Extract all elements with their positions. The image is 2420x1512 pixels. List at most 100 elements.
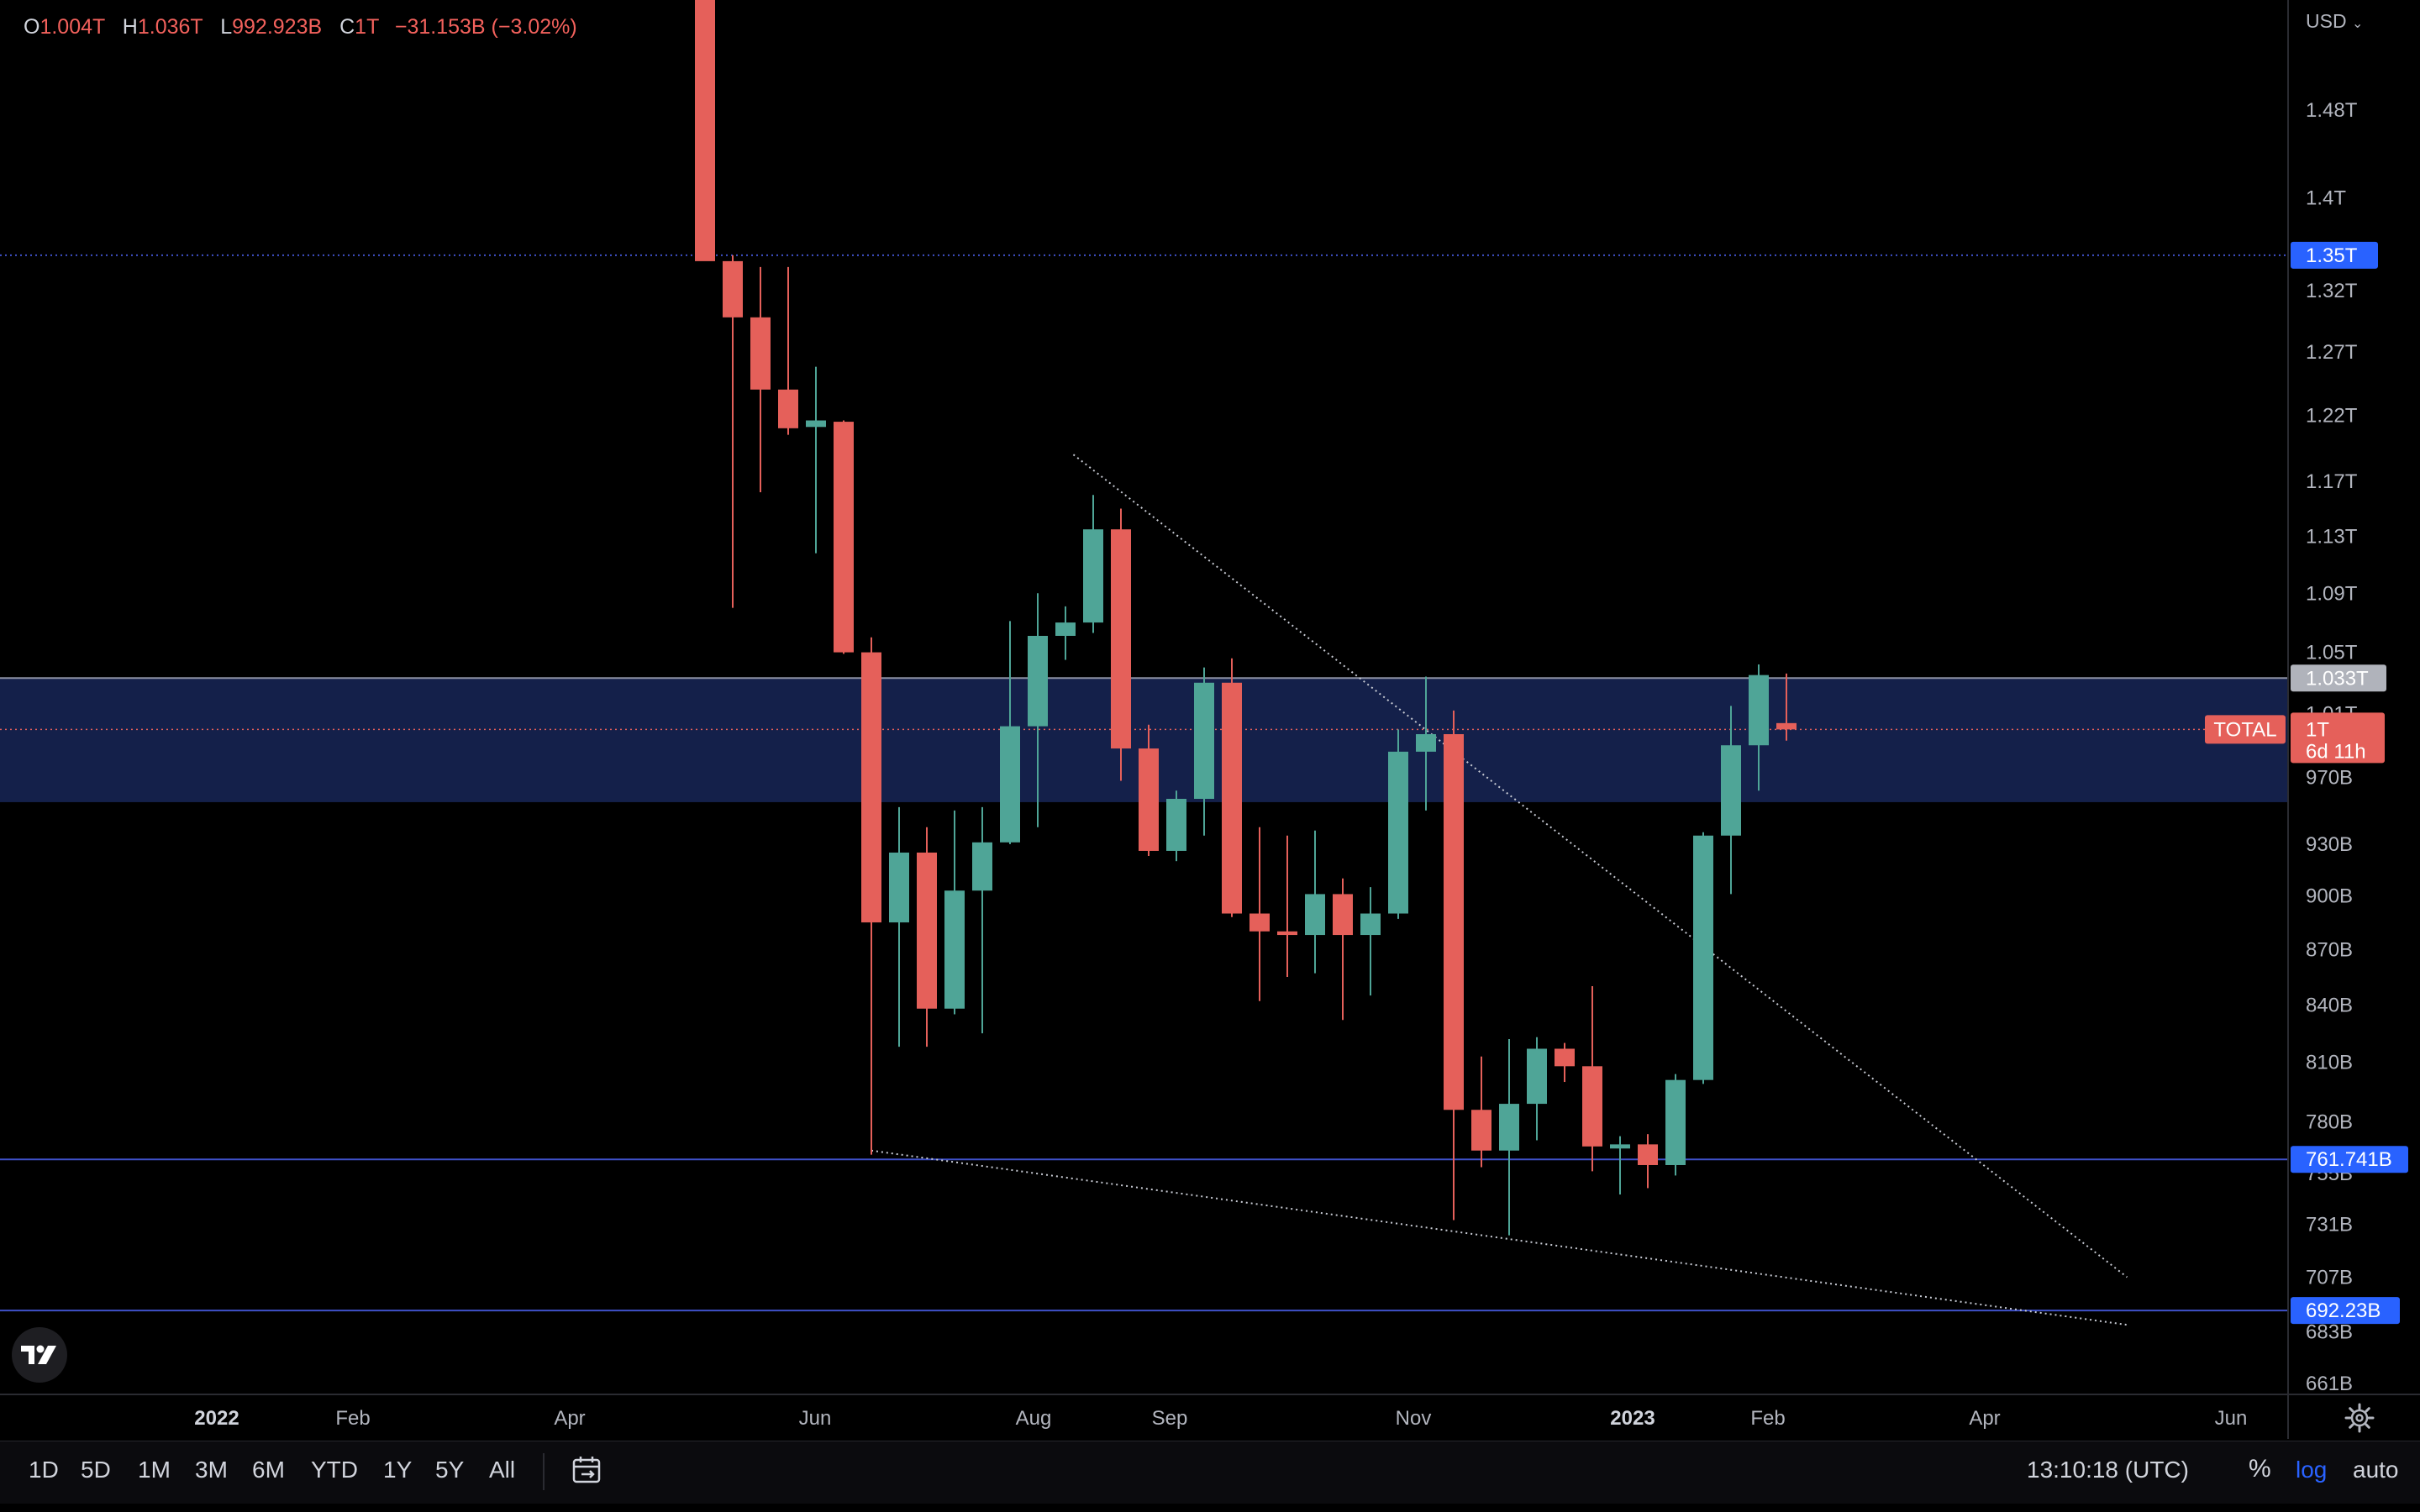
candle xyxy=(1582,986,1602,1172)
timeframe-1m-button[interactable]: 1M xyxy=(138,1457,171,1483)
open-value: 1.004T xyxy=(39,15,105,39)
candle xyxy=(1527,1037,1547,1141)
candle xyxy=(1471,1056,1491,1168)
price-axis-tick: 1.32T xyxy=(2306,280,2358,302)
price-axis-tick: 1.4T xyxy=(2306,187,2346,210)
time-axis-tick: Feb xyxy=(335,1407,370,1430)
price-tag-support-1: 761.741B xyxy=(2306,1148,2392,1171)
candle-body xyxy=(1139,748,1159,851)
price-axis-tick: 1.48T xyxy=(2306,99,2358,122)
symbol-tag-bg xyxy=(2205,715,2286,744)
candle-body xyxy=(1693,835,1713,1080)
price-tag-support-2: 692.23B xyxy=(2306,1299,2381,1322)
currency-label: USD xyxy=(2306,10,2347,32)
price-axis-tick: 810B xyxy=(2306,1052,2353,1074)
candle-body xyxy=(944,890,965,1009)
timeframe-1d-button[interactable]: 1D xyxy=(29,1457,59,1483)
candle-body xyxy=(1028,635,1048,727)
candle xyxy=(723,255,743,608)
currency-selector[interactable]: USD ⌄ xyxy=(2306,10,2363,33)
price-axis-tick: 1.13T xyxy=(2306,525,2358,548)
candle-body xyxy=(1582,1066,1602,1147)
price-axis-tick: 1.05T xyxy=(2306,642,2358,664)
candle xyxy=(1360,887,1381,996)
candle-body xyxy=(1111,529,1131,749)
last-price-tag: 1T xyxy=(2306,718,2329,741)
utc-clock[interactable]: 13:10:18 (UTC) xyxy=(2027,1457,2189,1483)
candle-body xyxy=(834,422,854,653)
candle xyxy=(1416,676,1436,811)
price-tag-resistance-bg xyxy=(2291,664,2386,692)
candle xyxy=(1305,830,1325,974)
price-axis-tick: 930B xyxy=(2306,833,2353,856)
candle-body xyxy=(1610,1144,1630,1149)
candle-body xyxy=(917,852,937,1009)
candle xyxy=(889,806,909,1047)
candle xyxy=(944,810,965,1015)
candle xyxy=(806,366,826,554)
candle xyxy=(1776,673,1797,741)
log-scale-button[interactable]: log xyxy=(2296,1457,2328,1483)
time-axis-tick: Apr xyxy=(554,1407,585,1430)
timeframe-all-button[interactable]: All xyxy=(489,1457,516,1483)
timeframe-1y-button[interactable]: 1Y xyxy=(383,1457,413,1483)
chevron-down-icon: ⌄ xyxy=(2351,17,2364,31)
go-to-date-icon[interactable] xyxy=(571,1455,602,1485)
price-axis-tick: 1.22T xyxy=(2306,404,2358,427)
price-axis-tick: 1.17T xyxy=(2306,470,2358,493)
candle-body xyxy=(695,0,715,261)
low-value: 992.923B xyxy=(232,15,323,39)
auto-scale-button[interactable]: auto xyxy=(2353,1457,2399,1483)
candle xyxy=(1610,1136,1630,1195)
candle xyxy=(1638,1134,1658,1189)
candle xyxy=(1499,1039,1519,1236)
candle xyxy=(1665,1074,1686,1176)
candle-body xyxy=(1776,722,1797,730)
symbol-tag: TOTAL xyxy=(2213,718,2276,741)
candle-body xyxy=(1166,799,1186,851)
candle-body xyxy=(1527,1048,1547,1105)
percent-scale-button[interactable]: % xyxy=(2249,1455,2271,1483)
candle xyxy=(1111,508,1131,781)
candle xyxy=(861,637,881,1155)
candle-body xyxy=(889,852,909,923)
timeframe-6m-button[interactable]: 6M xyxy=(252,1457,285,1483)
candle xyxy=(1166,790,1186,862)
timeframe-3m-button[interactable]: 3M xyxy=(195,1457,228,1483)
timeframe-5d-button[interactable]: 5D xyxy=(81,1457,111,1483)
low-label: L xyxy=(220,15,233,39)
candle-body xyxy=(972,842,992,891)
candle-body xyxy=(1083,529,1103,623)
candle-body xyxy=(1749,675,1769,746)
candle xyxy=(972,806,992,1034)
candle-body xyxy=(1000,726,1020,843)
candle-body xyxy=(1721,745,1741,836)
price-axis-tick: 870B xyxy=(2306,938,2353,961)
price-axis-tick: 970B xyxy=(2306,767,2353,790)
candle xyxy=(834,420,854,654)
tradingview-logo[interactable] xyxy=(12,1327,67,1383)
candle-body xyxy=(1360,913,1381,936)
candle xyxy=(1277,835,1297,977)
timeframe-5y-button[interactable]: 5Y xyxy=(435,1457,465,1483)
price-tag-support-1-bg xyxy=(2291,1146,2408,1173)
price-axis-tick: 1.27T xyxy=(2306,341,2358,364)
timeframe-ytd-button[interactable]: YTD xyxy=(311,1457,358,1483)
time-axis-tick: Jun xyxy=(2215,1407,2248,1430)
candle-body xyxy=(1665,1079,1686,1165)
settings-gear-icon[interactable] xyxy=(2343,1401,2376,1435)
tradingview-logo-icon xyxy=(21,1345,56,1364)
candle-body xyxy=(1333,894,1353,936)
candle-body xyxy=(806,420,826,428)
candle xyxy=(1055,606,1076,660)
candle-body xyxy=(1499,1104,1519,1151)
candle-body xyxy=(1444,734,1464,1110)
candle-body xyxy=(1416,734,1436,752)
candle xyxy=(1388,729,1408,919)
price-tag-resistance: 1.033T xyxy=(2306,667,2369,690)
price-tag-upper-line: 1.35T xyxy=(2306,244,2358,267)
price-axis-tick: 731B xyxy=(2306,1214,2353,1236)
time-axis-tick: 2022 xyxy=(194,1407,239,1430)
candle-body xyxy=(1555,1048,1575,1067)
